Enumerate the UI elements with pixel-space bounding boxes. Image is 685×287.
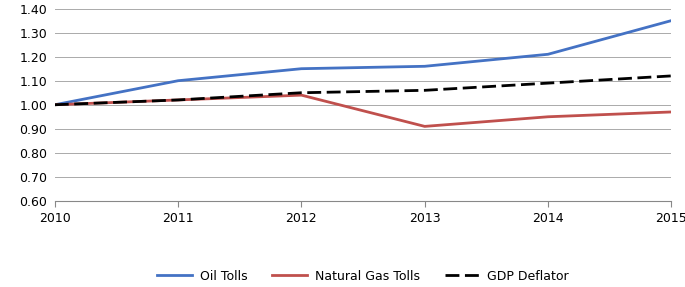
Oil Tolls	[667, 19, 675, 22]
Natural Gas Tolls	[667, 110, 675, 114]
Oil Tolls	[297, 67, 306, 70]
Natural Gas Tolls	[51, 103, 59, 106]
GDP Deflator	[297, 91, 306, 94]
Natural Gas Tolls	[297, 93, 306, 97]
Oil Tolls	[544, 53, 552, 56]
Oil Tolls	[421, 65, 429, 68]
GDP Deflator	[667, 74, 675, 77]
Oil Tolls	[174, 79, 182, 82]
Line: GDP Deflator: GDP Deflator	[55, 76, 671, 105]
Line: Oil Tolls: Oil Tolls	[55, 21, 671, 105]
Natural Gas Tolls	[544, 115, 552, 119]
Natural Gas Tolls	[174, 98, 182, 102]
Natural Gas Tolls	[421, 125, 429, 128]
Line: Natural Gas Tolls: Natural Gas Tolls	[55, 95, 671, 126]
GDP Deflator	[174, 98, 182, 102]
GDP Deflator	[421, 89, 429, 92]
Legend: Oil Tolls, Natural Gas Tolls, GDP Deflator: Oil Tolls, Natural Gas Tolls, GDP Deflat…	[152, 265, 574, 287]
GDP Deflator	[51, 103, 59, 106]
GDP Deflator	[544, 82, 552, 85]
Oil Tolls	[51, 103, 59, 106]
